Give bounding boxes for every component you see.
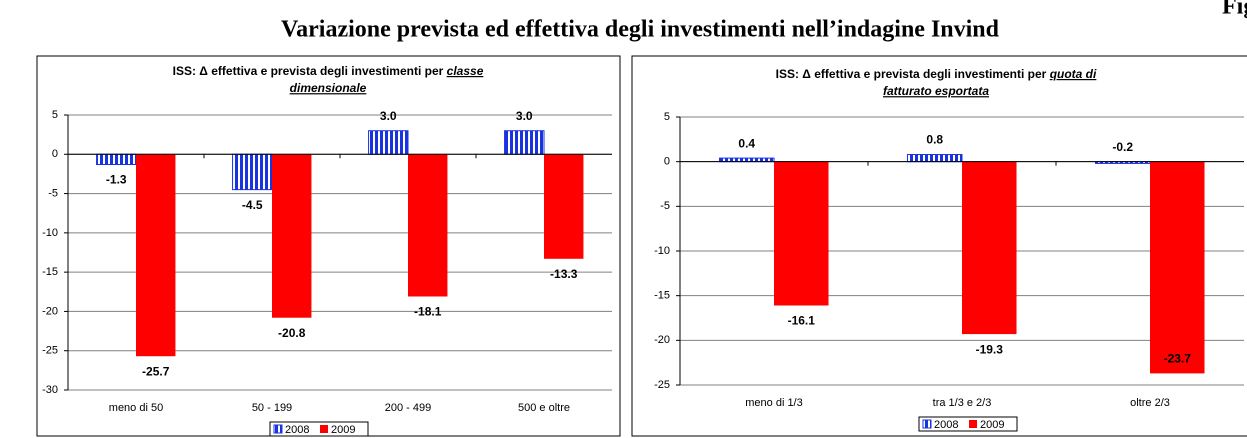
y-tick-label: -25 xyxy=(42,345,58,357)
value-label: -4.5 xyxy=(242,198,263,212)
y-tick-label: -20 xyxy=(42,305,58,317)
bar xyxy=(962,161,1017,335)
chart-title: ISS: Δ effettiva e prevista degli invest… xyxy=(776,67,1097,81)
bar xyxy=(1150,161,1205,374)
legend-label: 2009 xyxy=(980,419,1004,431)
y-tick-label: -10 xyxy=(42,227,58,239)
x-tick-label: oltre 2/3 xyxy=(1130,397,1170,409)
value-label: -13.3 xyxy=(550,267,578,281)
legend-label: 2008 xyxy=(934,419,958,431)
x-tick-label: 500 e oltre xyxy=(518,402,570,414)
legend-label: 2008 xyxy=(285,424,309,436)
value-label: 0.8 xyxy=(926,133,943,147)
chart-title-emphasis: dimensionale xyxy=(290,81,367,95)
chart-frame xyxy=(36,55,621,437)
y-tick-label: -5 xyxy=(48,187,58,199)
y-tick-label: 5 xyxy=(664,111,670,123)
x-tick-label: meno di 1/3 xyxy=(745,397,802,409)
legend-box xyxy=(918,416,1018,432)
chart-title-text: ISS: Δ effettiva e prevista degli invest… xyxy=(776,67,1047,81)
figure-label: Fig xyxy=(1222,0,1247,20)
y-tick-label: -30 xyxy=(42,384,58,396)
y-tick-label: -5 xyxy=(660,200,670,212)
bar xyxy=(718,157,775,163)
x-tick-label: 200 - 499 xyxy=(385,402,431,414)
legend-box xyxy=(269,421,369,437)
value-label: 0.4 xyxy=(738,136,755,150)
chart-frame xyxy=(631,55,1247,437)
bar xyxy=(136,154,176,357)
y-tick-label: -20 xyxy=(654,334,670,346)
chart-title-emphasis: fatturato esportata xyxy=(883,84,989,98)
legend-label: 2009 xyxy=(331,424,355,436)
bar xyxy=(504,130,545,155)
chart-title: ISS: Δ effettiva e prevista degli invest… xyxy=(173,64,484,78)
value-label: -25.7 xyxy=(142,364,170,378)
bar xyxy=(368,130,409,155)
x-tick-label: 50 - 199 xyxy=(252,402,292,414)
legend-swatch xyxy=(320,425,328,433)
chart-title-emphasis: quota di xyxy=(1050,67,1097,81)
value-label: 3.0 xyxy=(380,109,397,123)
x-tick-label: meno di 50 xyxy=(109,402,163,414)
bar xyxy=(774,161,829,306)
legend-swatch xyxy=(969,420,977,428)
value-label: 3.0 xyxy=(516,109,533,123)
y-tick-label: 5 xyxy=(52,109,58,121)
legend: 2008 2009 xyxy=(269,421,369,437)
value-label: -16.1 xyxy=(788,314,816,328)
y-tick-label: -25 xyxy=(654,379,670,391)
bar xyxy=(96,153,137,166)
value-label: -0.2 xyxy=(1112,140,1133,154)
y-tick-label: -10 xyxy=(654,245,670,257)
value-label: -20.8 xyxy=(278,326,306,340)
value-label: -1.3 xyxy=(106,173,127,187)
value-label: -23.7 xyxy=(1164,352,1192,366)
y-tick-label: -15 xyxy=(654,290,670,302)
bar xyxy=(544,154,584,259)
bar xyxy=(408,154,448,297)
legend-swatch xyxy=(273,424,283,434)
bar xyxy=(232,153,273,191)
y-tick-label: 0 xyxy=(664,156,670,168)
bar xyxy=(906,154,963,163)
y-tick-label: -15 xyxy=(42,266,58,278)
value-label: -18.1 xyxy=(414,305,442,319)
y-tick-label: 0 xyxy=(52,148,58,160)
chart-title-text: ISS: Δ effettiva e prevista degli invest… xyxy=(173,64,444,78)
value-label: -19.3 xyxy=(976,342,1004,356)
main-title: Variazione prevista ed effettiva degli i… xyxy=(281,17,1000,43)
legend-swatch xyxy=(922,419,932,429)
x-tick-label: tra 1/3 e 2/3 xyxy=(933,397,992,409)
bar xyxy=(272,154,312,318)
legend: 2008 2009 xyxy=(918,416,1018,432)
chart-title-emphasis: classe xyxy=(447,64,484,78)
